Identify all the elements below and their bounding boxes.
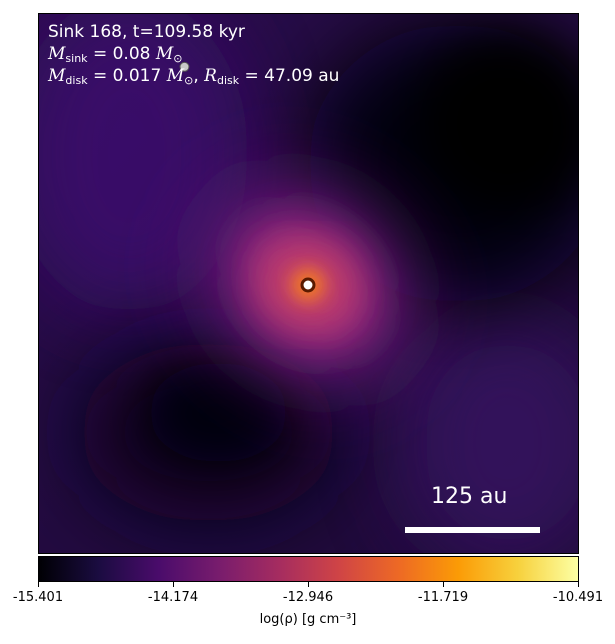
colorbar-tick [578,582,579,587]
colorbar-tick-label: -14.174 [147,590,199,605]
density-map [39,14,578,553]
scalebar-line [405,527,540,533]
sink-mass-line: Msink = 0.08 M⊙ [48,44,183,65]
secondary-marker [179,61,190,72]
density-plot-panel: Sink 168, t=109.58 kyr Msink = 0.08 M⊙ M… [38,13,579,554]
colorbar-tick-label: -11.719 [417,590,469,605]
sink-title: Sink 168, t=109.58 kyr [48,22,245,42]
disk-info-line: Mdisk = 0.017 M⊙, Rdisk = 47.09 au [48,66,340,87]
colorbar-label: log(ρ) [g cm⁻³] [259,612,357,627]
sink-marker [300,277,316,293]
colorbar-tick [38,582,39,587]
colorbar-tick-label: -12.946 [282,590,334,605]
scalebar-label: 125 au [431,484,508,509]
colorbar-tick-label: -10.491 [552,590,604,605]
colorbar-tick-label: -15.401 [12,590,64,605]
colorbar [38,556,579,582]
colorbar-tick [443,582,444,587]
colorbar-tick [173,582,174,587]
colorbar-tick [308,582,309,587]
